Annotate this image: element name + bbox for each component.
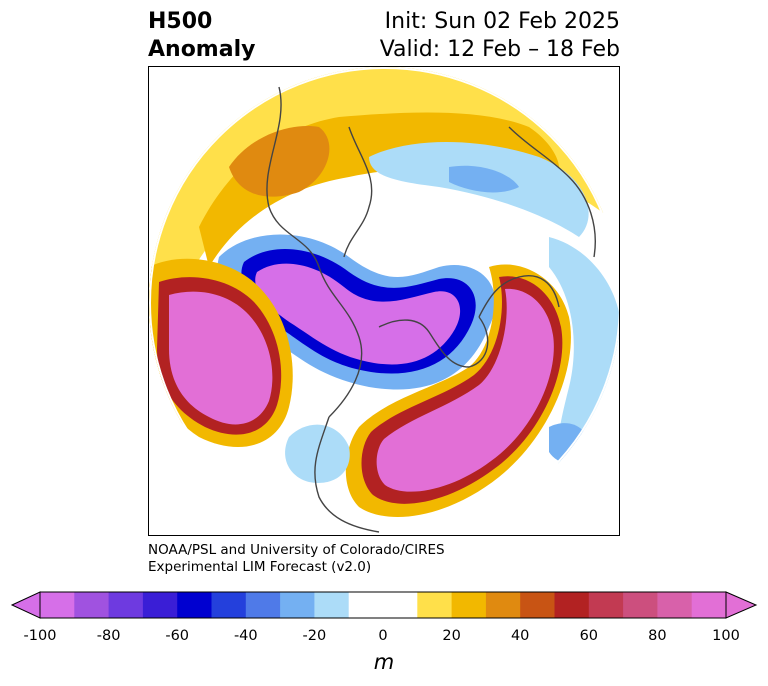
credit-line-2: Experimental LIM Forecast (v2.0) xyxy=(148,559,372,575)
positive-anomaly-max-europe xyxy=(229,126,330,197)
colorbar-bin xyxy=(657,592,693,618)
colorbar-bin xyxy=(108,592,144,618)
credit-text: NOAA/PSL and University of Colorado/CIRE… xyxy=(148,542,445,576)
colorbar-bin xyxy=(588,592,624,618)
credit-line-1: NOAA/PSL and University of Colorado/CIRE… xyxy=(148,542,445,558)
colorbar-over-arrow xyxy=(725,591,758,619)
colorbar-bin xyxy=(485,592,521,618)
colorbar-bin xyxy=(177,592,212,618)
colorbar-bin xyxy=(314,592,350,618)
negative-anomaly-pacific-core xyxy=(169,291,273,425)
colorbar-tick-label: -20 xyxy=(302,628,327,644)
colorbar-tick-label: 40 xyxy=(510,628,530,644)
colorbar-bin xyxy=(211,592,247,618)
colorbar-bin xyxy=(520,592,555,618)
colorbar-tick-label: 60 xyxy=(579,628,599,644)
colorbar-bin xyxy=(383,592,418,618)
colorbar-bin xyxy=(623,592,658,618)
colorbar-bin xyxy=(691,592,727,618)
forecast-dates: Init: Sun 02 Feb 2025 Valid: 12 Feb – 18… xyxy=(380,8,620,64)
colorbar xyxy=(10,590,758,624)
coastlines xyxy=(266,86,596,533)
colorbar-tick-label: 0 xyxy=(378,628,388,644)
colorbar-ticks: -100 -80 -60 -40 -20 0 20 40 60 80 100 xyxy=(0,628,768,648)
colorbar-tick-label: 20 xyxy=(442,628,461,644)
colorbar-bin xyxy=(74,592,110,618)
valid-dates: Valid: 12 Feb – 18 Feb xyxy=(379,37,620,62)
title-anomaly: Anomaly xyxy=(148,37,256,62)
colorbar-under-arrow xyxy=(10,591,41,619)
positive-anomaly-atlantic-core xyxy=(376,288,554,492)
colorbar-bin xyxy=(554,592,590,618)
colorbar-bin xyxy=(142,592,178,618)
colorbar-bin xyxy=(280,592,315,618)
colorbar-tick-label: 80 xyxy=(648,628,667,644)
colorbar-tick-label: -40 xyxy=(233,628,258,644)
colorbar-frame xyxy=(39,591,727,619)
colorbar-bin xyxy=(417,592,453,618)
negative-anomaly-siberia-core xyxy=(449,165,519,193)
anomaly-map-svg xyxy=(149,67,619,535)
colorbar-tick-label: -100 xyxy=(23,628,57,644)
anomaly-map xyxy=(148,66,620,536)
init-date: Init: Sun 02 Feb 2025 xyxy=(384,9,620,34)
title-variable: H500 xyxy=(148,9,213,34)
colorbar-svg xyxy=(10,591,758,619)
colorbar-bin xyxy=(451,592,487,618)
colorbar-bin xyxy=(40,592,75,618)
colorbar-bin xyxy=(245,592,281,618)
colorbar-bin xyxy=(348,592,384,618)
colorbar-tick-label: 100 xyxy=(712,628,740,644)
colorbar-unit: m xyxy=(373,650,395,674)
colorbar-tick-label: -60 xyxy=(165,628,190,644)
colorbar-tick-label: -80 xyxy=(96,628,121,644)
negative-anomaly-polar-core xyxy=(255,263,461,365)
map-title: H500 Anomaly xyxy=(148,8,255,64)
